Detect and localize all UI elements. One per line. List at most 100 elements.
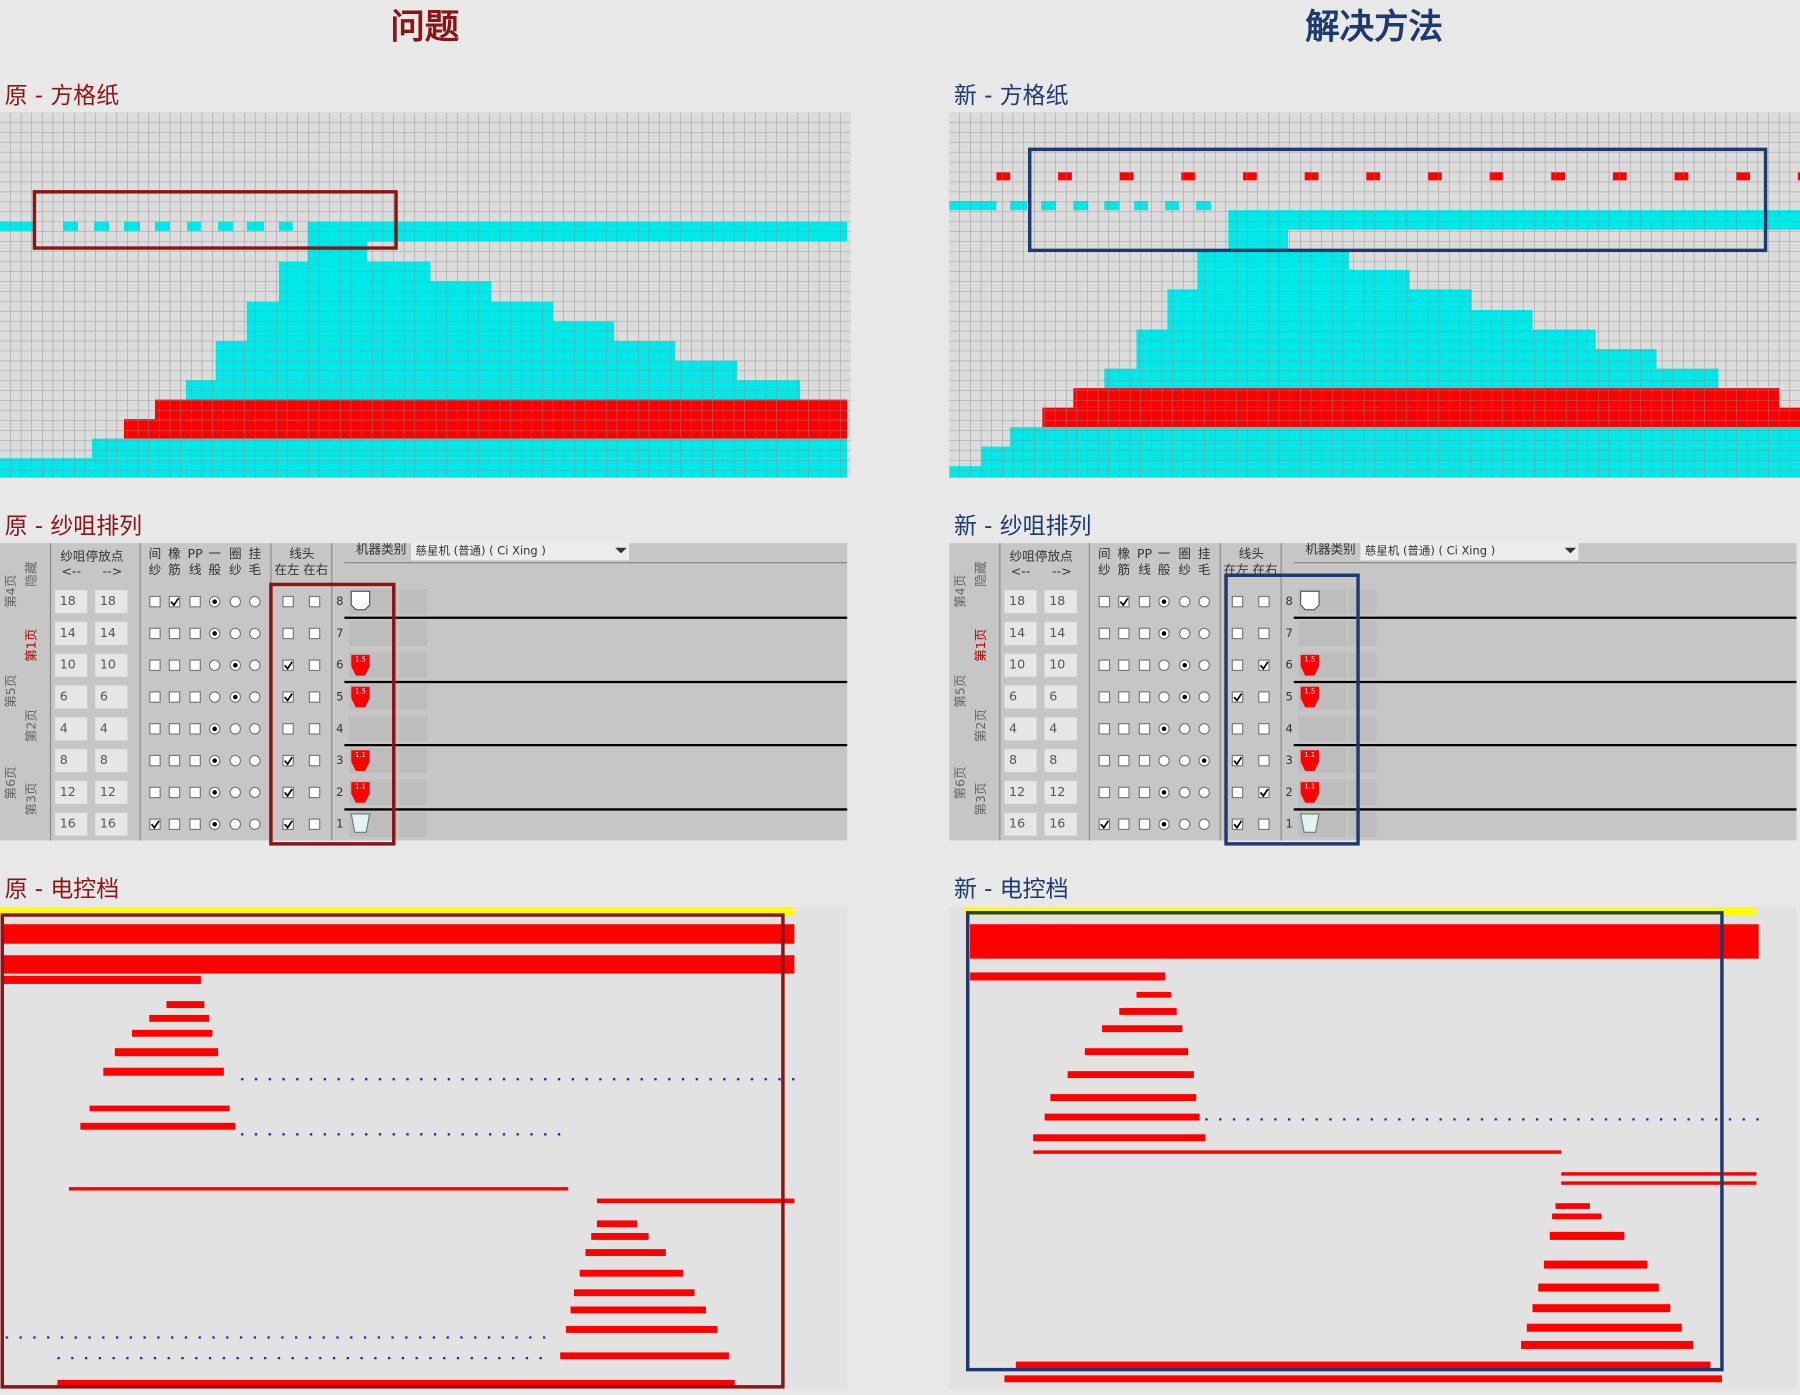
check-mark [1259, 661, 1269, 671]
radio-dot [1161, 790, 1167, 795]
side-label: 隐藏 [24, 561, 39, 587]
input [1004, 780, 1037, 804]
radio [1198, 595, 1210, 608]
row-number: 4 [336, 721, 343, 735]
checkbox [1138, 627, 1151, 640]
check-mark [150, 820, 160, 830]
checkbox [1118, 754, 1130, 767]
side-label: 第1页 [973, 629, 988, 662]
checkbox [149, 595, 161, 608]
input [1044, 590, 1077, 614]
slot [348, 620, 398, 647]
radio [249, 723, 261, 735]
input [95, 590, 128, 614]
slot [1348, 748, 1377, 774]
checkbox [308, 754, 321, 767]
checkbox [282, 627, 294, 640]
radio [1158, 659, 1170, 671]
control-bar [103, 1067, 224, 1076]
column-header: PP [1137, 546, 1153, 561]
checkbox [1098, 786, 1111, 799]
stop-value: 10 [1009, 657, 1025, 672]
input [1044, 812, 1077, 836]
header: <-- [61, 563, 81, 578]
side-label: 第2页 [24, 709, 39, 742]
slot [1298, 716, 1347, 742]
radio [1178, 818, 1191, 830]
input [95, 812, 128, 836]
radio [249, 691, 261, 703]
radio-dot [212, 726, 217, 732]
control-bar [970, 972, 1166, 981]
header: 线头 [289, 546, 314, 561]
checkbox [1118, 818, 1130, 830]
checkbox [1138, 723, 1151, 735]
column-header: 般 [1158, 562, 1171, 577]
input [55, 812, 88, 836]
section-title: 原 - 方格纸 [5, 83, 120, 109]
column-header: 线 [189, 562, 202, 577]
stop-value: 8 [1049, 752, 1057, 767]
radio [249, 818, 261, 830]
side-label: 第2页 [973, 709, 988, 742]
checkbox [189, 723, 201, 735]
column-header: 挂 [1198, 546, 1211, 561]
header: 机器类别 [356, 541, 406, 556]
checkbox [1258, 691, 1270, 703]
radio [249, 627, 261, 640]
checkbox [1258, 754, 1270, 767]
checkbox [168, 723, 181, 735]
stop-value: 18 [1009, 593, 1025, 608]
radio [1158, 691, 1170, 703]
checkbox [189, 627, 201, 640]
control-bar [1004, 1375, 1722, 1383]
checkbox [168, 659, 181, 671]
stop-value: 16 [100, 816, 116, 831]
slot [399, 652, 428, 678]
side-label: 第5页 [952, 675, 967, 708]
radio-dot [233, 662, 238, 668]
stop-value: 12 [100, 784, 116, 799]
checkbox [1258, 627, 1270, 640]
stop-value: 14 [1049, 625, 1065, 640]
radio [1198, 786, 1210, 799]
section-title: 新 - 电控档 [954, 876, 1069, 902]
header: 纱咀停放点 [1010, 548, 1073, 563]
control-bar [132, 1029, 213, 1037]
cone [350, 590, 371, 611]
input [1004, 590, 1037, 614]
radio [1198, 627, 1210, 640]
check-mark [284, 693, 293, 702]
stop-value: 6 [1049, 689, 1057, 704]
side-label: 第3页 [24, 782, 39, 815]
row-number: 7 [1286, 626, 1293, 640]
slot [399, 779, 428, 806]
control-bar [560, 1352, 729, 1360]
input [95, 685, 128, 709]
radio [249, 786, 261, 799]
input [1004, 749, 1037, 773]
control-bar [68, 1187, 569, 1191]
column-header: 橡 [1118, 546, 1131, 561]
slot [1348, 779, 1377, 806]
checkbox [282, 818, 294, 830]
control-bar [3, 924, 795, 944]
radio-dot [1182, 662, 1187, 668]
control-bar [1561, 1181, 1757, 1185]
column-header: 毛 [249, 562, 262, 577]
input [95, 780, 128, 804]
radio-dot [1161, 726, 1167, 732]
radio-dot [233, 694, 238, 700]
control-bar [1544, 1260, 1648, 1269]
input [95, 653, 128, 677]
cone [351, 750, 370, 771]
row-number: 1 [336, 817, 343, 831]
control-bar [1555, 1203, 1590, 1209]
slot [399, 620, 428, 647]
checkbox [1258, 818, 1270, 830]
control-bar [1050, 1094, 1197, 1102]
header: --> [103, 563, 123, 578]
checkbox [282, 595, 294, 608]
column-header: 纱 [1178, 562, 1191, 577]
section-title: 新 - 方格纸 [954, 83, 1069, 109]
